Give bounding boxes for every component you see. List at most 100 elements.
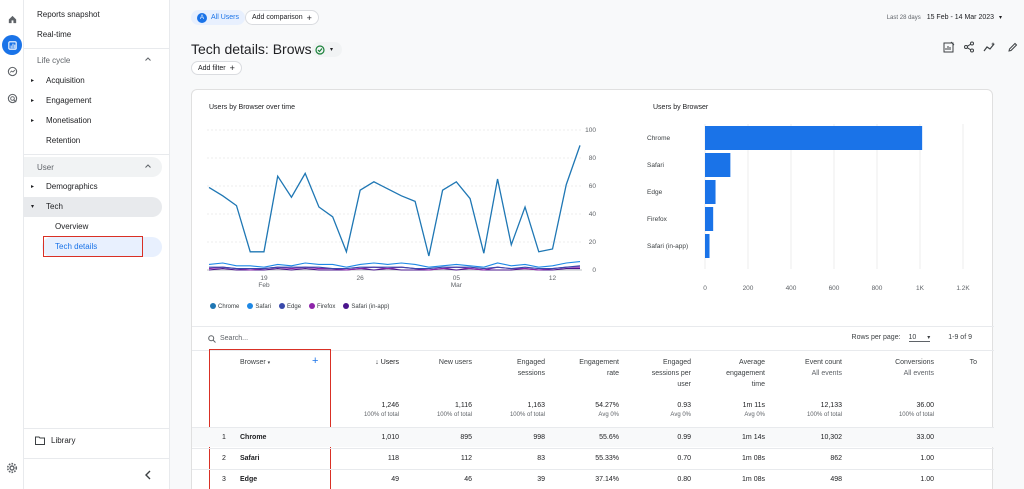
add-dimension-plus-icon[interactable]: + — [312, 355, 319, 367]
x-tick-month-label: Mar — [451, 282, 463, 289]
dropdown-arrow-icon: ▾ — [330, 47, 334, 53]
table-row[interactable]: 2 Safari 118 112 83 55.33% 0.70 1m 08s 862 1.00 — [192, 448, 994, 468]
browser-name-cell[interactable]: Edge — [240, 476, 258, 483]
date-range-value: 15 Feb - 14 Mar 2023 — [926, 14, 995, 21]
settings-gear-icon[interactable] — [2, 458, 22, 478]
y-tick-label: 0 — [592, 267, 596, 274]
sidebar-item-engagement[interactable]: Engagement — [46, 96, 92, 105]
legend-item[interactable]: Chrome — [210, 303, 239, 310]
total-subtext: Avg 0% — [670, 412, 691, 418]
legend-label: Safari (in-app) — [351, 304, 390, 310]
legend-item[interactable]: Safari — [247, 303, 271, 310]
y-tick-label: 40 — [589, 211, 597, 218]
metric-header[interactable]: New users — [402, 357, 472, 368]
customize-report-icon[interactable] — [942, 40, 956, 54]
share-icon[interactable] — [962, 40, 976, 54]
sidebar-highlight — [24, 197, 162, 217]
table-row[interactable]: 3 Edge 49 46 39 37.14% 0.80 1m 08s 498 1.00 — [192, 469, 994, 489]
advertising-icon[interactable] — [2, 88, 22, 108]
status-dropdown[interactable]: ▾ — [312, 42, 342, 57]
legend-item[interactable]: Edge — [279, 303, 301, 310]
browser-name-cell[interactable]: Chrome — [240, 434, 267, 441]
sidebar-section-lifecycle[interactable]: Life cycle — [24, 50, 162, 70]
series-line-safari-in-app — [208, 268, 580, 271]
metric-header[interactable]: Engaged sessions — [475, 357, 545, 379]
x-tick-label: 200 — [743, 285, 754, 292]
rows-per-page-select[interactable]: 10 ▾ — [908, 334, 931, 342]
metric-total: 1,116 100% of total — [402, 402, 472, 418]
page-title: Tech details: Browser — [191, 41, 325, 57]
browser-name-cell[interactable]: Safari — [240, 455, 260, 462]
sidebar-item-reports-snapshot[interactable]: Reports snapshot — [37, 10, 100, 19]
sidebar-item-library[interactable]: Library — [51, 436, 76, 445]
add-filter-button[interactable]: Add filter + — [191, 61, 242, 75]
total-value: 12,133 — [820, 402, 842, 409]
metric-header[interactable]: ↓ Users — [329, 357, 399, 368]
expand-arrow-icon[interactable]: ▸ — [31, 118, 35, 124]
metric-header[interactable]: Conversions All events — [864, 357, 934, 379]
metric-total: 1,246 100% of total — [329, 402, 399, 418]
plus-icon: + — [306, 12, 312, 23]
sidebar-item-retention[interactable]: Retention — [46, 136, 81, 145]
all-users-chip[interactable]: A All Users — [191, 10, 246, 25]
report-card: Users by Browser over time Users by Brow… — [191, 89, 994, 489]
metric-header-line: Engaged — [516, 359, 545, 366]
date-range-label: Last 28 days — [886, 15, 921, 21]
legend-dot-icon — [309, 303, 316, 309]
metric-header[interactable]: Engaged sessions per user — [621, 357, 691, 390]
sidebar-nav: Reports snapshot Real-time Life cycle ▸ … — [24, 0, 170, 489]
metric-header[interactable]: Event count All events — [772, 357, 842, 379]
sidebar-item-monetisation[interactable]: Monetisation — [46, 116, 92, 125]
collapse-sidebar-icon[interactable] — [144, 470, 152, 480]
table-row[interactable]: 1 Chrome 1,010 895 998 55.6% 0.99 1m 14s 10,302 3… — [192, 427, 994, 447]
bar-safari-in-app — [705, 234, 710, 258]
bar-firefox — [705, 207, 714, 231]
legend-label: Chrome — [218, 304, 240, 310]
sidebar-section-user[interactable]: User — [24, 157, 162, 177]
reports-icon[interactable] — [2, 35, 22, 55]
dropdown-arrow-icon: ▾ — [927, 335, 931, 341]
edit-pencil-icon[interactable] — [1005, 40, 1019, 54]
metric-header-line: sessions — [517, 370, 545, 377]
metric-header-line: user — [677, 381, 691, 388]
y-tick-label: 20 — [589, 239, 597, 246]
sidebar-item-tech-details[interactable]: Tech details — [55, 242, 98, 251]
legend-item[interactable]: Safari (in-app) — [343, 303, 389, 310]
expand-arrow-icon[interactable]: ▸ — [31, 98, 35, 104]
metric-cell: 998 — [533, 434, 545, 441]
button-label: Add filter — [198, 64, 226, 72]
table-search-input[interactable]: Search... — [220, 335, 249, 342]
expand-arrow-icon[interactable]: ▸ — [31, 184, 35, 190]
metric-header[interactable]: Engagement rate — [549, 357, 619, 379]
legend-item[interactable]: Firefox — [309, 303, 335, 310]
sidebar-item-demographics[interactable]: Demographics — [46, 182, 98, 191]
metric-header[interactable]: To — [907, 357, 977, 368]
metric-cell: 0.70 — [677, 455, 691, 462]
sidebar-item-overview[interactable]: Overview — [55, 222, 89, 231]
metric-header[interactable]: Average engagement time — [695, 357, 765, 390]
category-label: Edge — [647, 189, 663, 196]
section-label: User — [37, 162, 54, 172]
legend-label: Firefox — [317, 304, 336, 310]
insights-icon[interactable] — [982, 40, 996, 54]
metric-total: 36.00 100% of total — [864, 402, 934, 418]
home-icon[interactable] — [2, 9, 22, 29]
divider — [24, 458, 170, 459]
sidebar-item-realtime[interactable]: Real-time — [37, 30, 72, 39]
sidebar-item-tech[interactable]: Tech — [46, 202, 63, 211]
metric-header-line: ↓ Users — [375, 359, 399, 366]
date-range-picker[interactable]: Last 28 days 15 Feb - 14 Mar 2023 ▾ — [887, 14, 1002, 21]
explore-icon[interactable] — [2, 61, 22, 81]
dimension-header[interactable]: Browser ▾ — [240, 359, 270, 366]
add-comparison-button[interactable]: Add comparison + — [245, 10, 319, 25]
metric-cell: 895 — [460, 434, 472, 441]
expand-arrow-icon[interactable]: ▸ — [31, 78, 35, 84]
legend-dot-icon — [247, 303, 254, 309]
metric-cell: 862 — [830, 455, 842, 462]
metric-cell: 55.33% — [595, 455, 619, 462]
metric-total: 1m 11s Avg 0% — [695, 402, 765, 418]
sidebar-item-acquisition[interactable]: Acquisition — [46, 76, 85, 85]
total-value: 1,116 — [455, 402, 472, 409]
collapse-arrow-icon[interactable]: ▾ — [31, 204, 35, 210]
metric-cell: 118 — [387, 455, 399, 462]
